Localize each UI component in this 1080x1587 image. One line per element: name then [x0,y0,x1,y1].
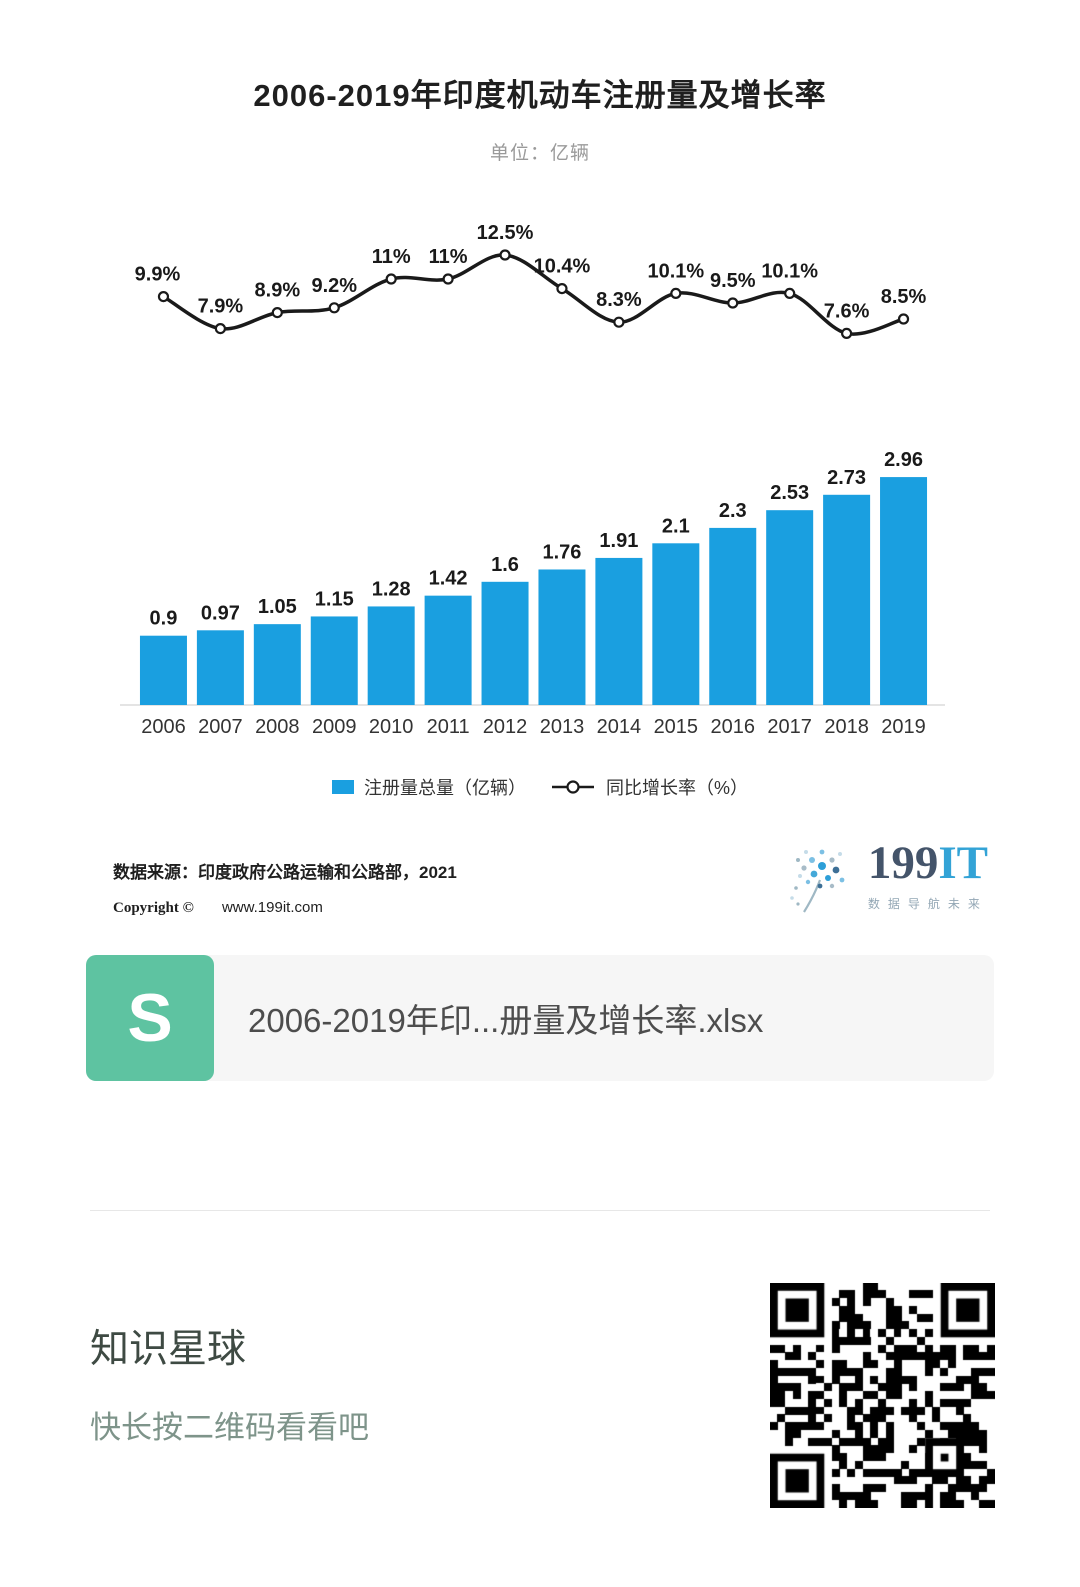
line-point [784,287,796,300]
growth-line [162,253,905,336]
spreadsheet-file-icon: S [86,955,214,1081]
growth-value-label: 10.1% [647,260,704,282]
bar-value-label: 1.91 [599,530,638,552]
bar-value-label: 1.28 [372,578,411,600]
year-axis-label: 2009 [312,716,357,738]
year-axis-label: 2017 [767,716,812,738]
bar [481,581,529,705]
year-axis-label: 2006 [141,716,186,738]
bar-value-label: 0.97 [201,602,240,624]
line-point [271,307,283,319]
bar-value-label: 2.1 [662,515,690,537]
bar-value-label: 1.42 [429,568,468,590]
growth-value-label: 8.9% [255,280,301,302]
growth-value-label: 9.5% [710,270,756,292]
year-axis-label: 2007 [198,716,243,738]
bar-value-label: 1.15 [315,588,354,610]
logo-brand-199: 199 [867,837,939,889]
growth-value-label: 7.9% [198,296,244,318]
line-point [442,273,454,285]
year-axis-label: 2014 [597,716,642,738]
year-axis-label: 2016 [711,716,756,738]
line-point [670,287,682,300]
registrations-growth-chart: 0.9 2006 0.97 2007 1.05 2008 1.15 2009 1.28 2010 1… [120,222,945,738]
bar-value-label: 2.96 [884,449,923,471]
line-legend-label: 同比增长率（%） [605,778,748,798]
growth-value-label: 12.5% [477,222,534,244]
line-point [613,316,625,328]
line-point [214,323,226,335]
growth-value-label: 11% [429,246,468,268]
bar-value-label: 2.53 [770,482,809,504]
line-point [556,282,568,295]
bar [880,477,928,705]
line-point [499,249,511,261]
year-axis-label: 2013 [540,716,585,738]
line-point [727,297,739,309]
growth-value-label: 8.3% [596,289,642,311]
199it-logo: 199IT 数据导航未来 [776,840,988,926]
growth-value-label: 9.2% [311,275,357,297]
data-source-text: 数据来源：印度政府公路运输和公路部，2021 [113,863,457,882]
growth-value-label: 8.5% [881,286,927,308]
source-block: 数据来源：印度政府公路运输和公路部，2021 Copyright © www.1… [113,858,457,932]
copyright-label: Copyright © [113,900,194,916]
attachment-card[interactable]: S 2006-2019年印...册量及增长率.xlsx [86,955,994,1081]
line-point [841,327,853,339]
bar [595,557,643,705]
dandelion-icon [790,849,845,913]
copyright-line: Copyright © www.199it.com [113,899,457,917]
growth-value-label: 10.4% [534,256,591,278]
growth-value-label: 10.1% [761,260,818,282]
line-point [157,290,170,303]
bar [310,616,358,705]
bar [652,543,700,705]
bar [766,510,814,705]
year-axis-label: 2019 [881,716,926,738]
growth-value-label: 7.6% [824,300,870,322]
promo-title: 知识星球 [90,1328,247,1371]
year-axis-label: 2008 [255,716,300,738]
chart-unit-subtitle: 单位：亿辆 [489,143,590,164]
line-point [385,273,397,285]
bar-legend-swatch [331,780,354,794]
bar [538,569,586,705]
logo-texts: 199IT 数据导航未来 [868,840,988,912]
bar-value-label: 2.3 [719,500,747,522]
chart-legend: 注册量总量（亿辆） 同比增长率（%） [0,774,1080,800]
section-divider [90,1210,990,1211]
line-point [897,313,910,325]
bar [139,635,187,705]
growth-value-label: 9.9% [135,264,181,286]
copyright-site: www.199it.com [221,899,323,916]
bar [424,595,472,705]
bar-value-label: 0.9 [150,608,178,630]
logo-brand-it: IT [938,837,988,889]
bar [196,630,244,705]
bar-value-label: 2.73 [827,467,866,489]
qr-code [770,1283,995,1508]
chart-title: 2006-2019年印度机动车注册量及增长率 [253,78,827,113]
line-legend-marker [551,780,594,794]
bar [367,606,415,705]
year-axis-label: 2018 [824,716,869,738]
bar [709,527,757,705]
year-axis-label: 2011 [427,716,470,738]
line-point [328,302,340,314]
year-axis-label: 2015 [654,716,699,738]
bar-value-label: 1.76 [542,541,581,563]
year-axis-label: 2010 [369,716,414,738]
bar [253,624,301,705]
bar-legend-label: 注册量总量（亿辆） [363,778,526,798]
logo-tagline: 数据导航未来 [867,897,988,911]
bar [823,494,871,705]
promo-subtitle: 快长按二维码看看吧 [90,1410,369,1445]
bar-value-label: 1.05 [258,596,297,618]
growth-value-label: 11% [372,246,411,268]
bar-value-label: 1.6 [491,554,519,576]
logo-brand: 199IT [868,840,988,887]
attachment-filename: 2006-2019年印...册量及增长率.xlsx [248,1002,764,1039]
year-axis-label: 2012 [483,716,528,738]
